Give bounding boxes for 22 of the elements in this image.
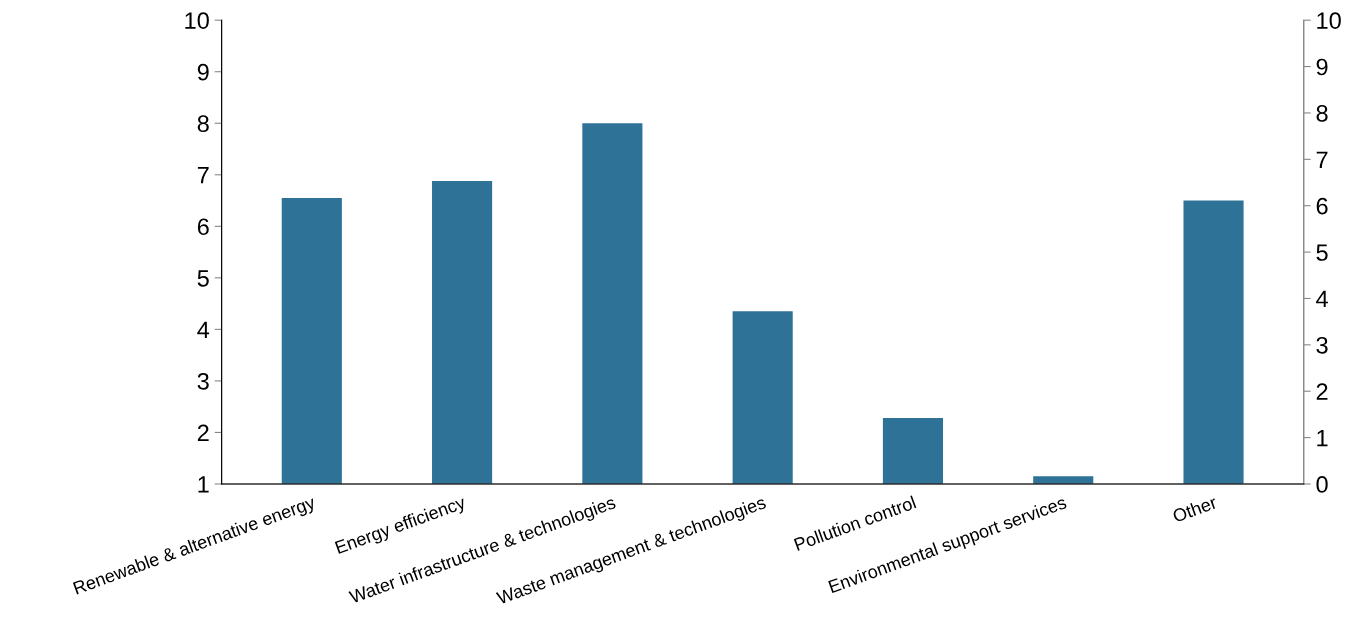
y-tick-label: 10 (185, 12, 209, 29)
y-tick-label: 2 (197, 424, 209, 441)
y2-tick-label: 0 (1316, 476, 1328, 493)
y-tick-label: 5 (197, 270, 209, 287)
y-tick-label: 8 (197, 115, 209, 133)
y-tick-label: 1 (198, 476, 209, 493)
y-tick-label: 7 (197, 167, 209, 184)
y2-tick-label: 8 (1316, 105, 1328, 122)
y2-tick-label: 6 (1316, 197, 1328, 215)
y-tick-label: 4 (197, 321, 210, 338)
y-tick-label: 9 (197, 63, 209, 81)
y-tick-label: 3 (197, 372, 209, 390)
y2-tick-label: 1 (1317, 429, 1328, 447)
y2-tick-label: 2 (1316, 383, 1328, 400)
y2-tick-label: 3 (1316, 336, 1328, 354)
y2-tick-label: 4 (1316, 290, 1328, 308)
x-tick-label: Other (1171, 495, 1218, 523)
y2-tick-label: 5 (1316, 244, 1328, 261)
y2-tick-label: 10 (1317, 12, 1341, 29)
y-tick-label: 6 (197, 218, 209, 236)
y2-tick-label: 7 (1316, 151, 1328, 168)
y2-tick-label: 9 (1316, 58, 1328, 76)
